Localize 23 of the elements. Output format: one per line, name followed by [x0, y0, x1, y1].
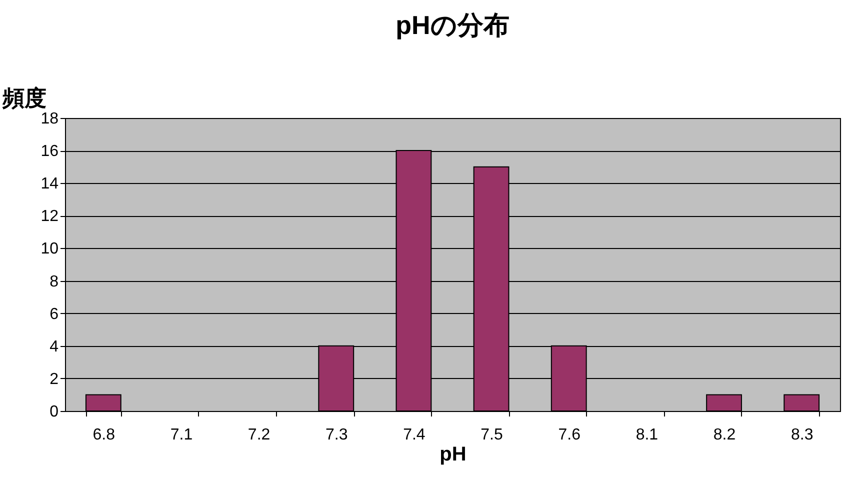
- x-tick-label: 7.5: [480, 426, 504, 444]
- y-tick-label: 10: [40, 240, 59, 258]
- y-tick-label: 8: [50, 273, 59, 290]
- y-tick-label: 16: [40, 143, 59, 160]
- chart-title: pHの分布: [396, 10, 510, 40]
- x-tick-label: 6.8: [92, 426, 116, 444]
- x-axis-title: pH: [440, 444, 466, 466]
- x-tick-label: 8.1: [636, 426, 658, 444]
- y-tick-label: 4: [50, 338, 59, 356]
- y-tick-label: 14: [40, 176, 59, 193]
- y-tick-label: 2: [50, 370, 59, 388]
- x-tick-label: 7.3: [326, 426, 348, 444]
- x-tick-label: 7.1: [170, 426, 193, 444]
- y-tick-label: 12: [40, 208, 59, 226]
- x-tick-label: 8.3: [790, 426, 814, 444]
- x-tick-label: 7.4: [403, 426, 426, 444]
- x-tick-label: 8.2: [713, 426, 736, 444]
- y-axis-title: 頻度: [2, 86, 46, 110]
- x-tick-label: 7.6: [558, 426, 581, 444]
- y-tick-label: 18: [40, 110, 59, 128]
- y-tick-label: 6: [50, 306, 59, 323]
- y-tick-label: 0: [50, 404, 59, 420]
- x-tick-label: 7.2: [248, 426, 270, 444]
